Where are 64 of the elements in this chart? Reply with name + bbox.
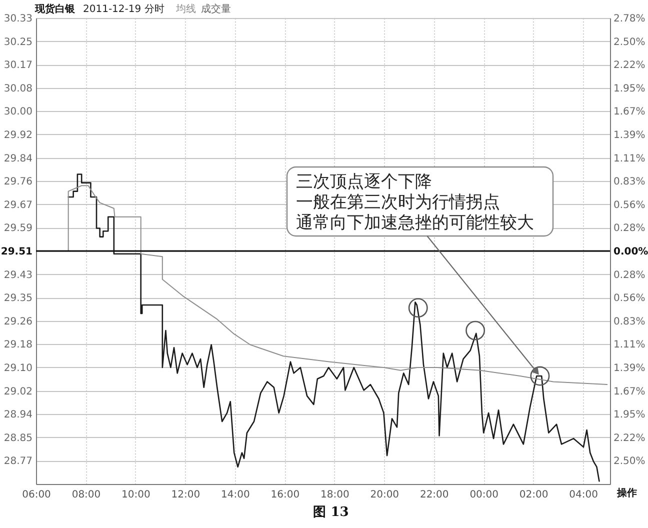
y-tick-label: 29.26: [4, 316, 32, 328]
x-tick-label: 20:00: [370, 490, 400, 500]
y2-tick-label: 2.22%: [614, 432, 646, 444]
y2-tick-label: 0.28%: [614, 223, 646, 234]
point: [466, 320, 486, 340]
y2-tick-label: 1.95%: [614, 410, 646, 421]
x-tick-label: 22:00: [420, 490, 449, 500]
x-tick-label: 18:00: [320, 490, 350, 500]
y2-tick-label: 2.50%: [614, 36, 646, 48]
y-tick-label: 29.67: [4, 200, 32, 211]
y-tick-label: 28.77: [4, 456, 32, 468]
y-tick-label: 30.33: [4, 14, 32, 24]
y2-tick-label: 1.11%: [614, 153, 646, 164]
y2-tick-label: 2.50%: [614, 456, 646, 468]
x-tick-label: 00:00: [470, 490, 499, 500]
x-tick-label: 14:00: [221, 490, 250, 500]
y-tick-label: 28.85: [4, 432, 32, 444]
y2-tick-label: 0.56%: [614, 200, 646, 211]
y-tick-label: 29.18: [4, 340, 32, 351]
x-tick-label: 16:00: [270, 490, 300, 500]
point: [408, 298, 428, 318]
x-tick-label: 02:00: [519, 490, 548, 500]
y2-tick-label: 1.39%: [614, 130, 646, 141]
text: 操作: [616, 487, 637, 499]
y2-tick-label: 1.67%: [614, 106, 646, 118]
y-tick-label: 30.17: [4, 60, 32, 72]
x-tick-label: 06:00: [22, 490, 51, 500]
y-tick-label: 29.84: [4, 153, 32, 164]
annotation: 通常向下加速急挫的可能性较大: [296, 213, 534, 233]
y-tick-label: 29.43: [4, 270, 32, 281]
chart-title: 现货白银: [34, 3, 76, 15]
y-tick-label: 28.94: [4, 410, 32, 421]
y-tick-label: 29.51: [0, 246, 33, 258]
point: [530, 366, 550, 386]
annotation: 一般在第三次时为行情拐点: [296, 192, 500, 212]
y2-tick-label: 0.56%: [614, 293, 646, 304]
annotation: 三次顶点逐个下降: [296, 172, 432, 192]
y2-tick-label: 1.67%: [614, 386, 646, 398]
y-tick-label: 30.25: [4, 36, 32, 48]
text: 成交量: [201, 3, 231, 15]
y2-tick-label: 1.39%: [614, 363, 646, 374]
y2-tick-label: 0.00%: [614, 246, 648, 258]
chart-subtitle: 2011-12-19 分时: [83, 3, 164, 15]
text: 均线: [175, 3, 196, 15]
x-tick-label: 12:00: [171, 490, 200, 500]
x-tick-label: 04:00: [569, 490, 598, 500]
y2-tick-label: 0.83%: [614, 316, 646, 328]
caption: 图 13: [313, 505, 349, 520]
y2-tick-label: 1.95%: [614, 83, 646, 94]
y2-tick-label: 0.83%: [614, 176, 646, 188]
y2-tick-label: 2.22%: [614, 60, 646, 72]
y-tick-label: 29.92: [4, 130, 32, 141]
x-tick-label: 08:00: [72, 490, 101, 500]
y-tick-label: 29.02: [4, 386, 32, 398]
y2-tick-label: 1.11%: [614, 340, 646, 351]
y2-tick-label: 0.28%: [614, 270, 646, 281]
y-tick-label: 29.10: [4, 363, 32, 374]
y-tick-label: 29.59: [4, 223, 32, 234]
y-tick-label: 29.35: [4, 293, 32, 304]
y-tick-label: 30.08: [4, 83, 32, 94]
y-tick-label: 29.76: [4, 176, 32, 188]
x-tick-label: 10:00: [122, 490, 150, 500]
y-tick-label: 30.00: [4, 106, 32, 118]
y2-tick-label: 2.78%: [614, 14, 646, 24]
